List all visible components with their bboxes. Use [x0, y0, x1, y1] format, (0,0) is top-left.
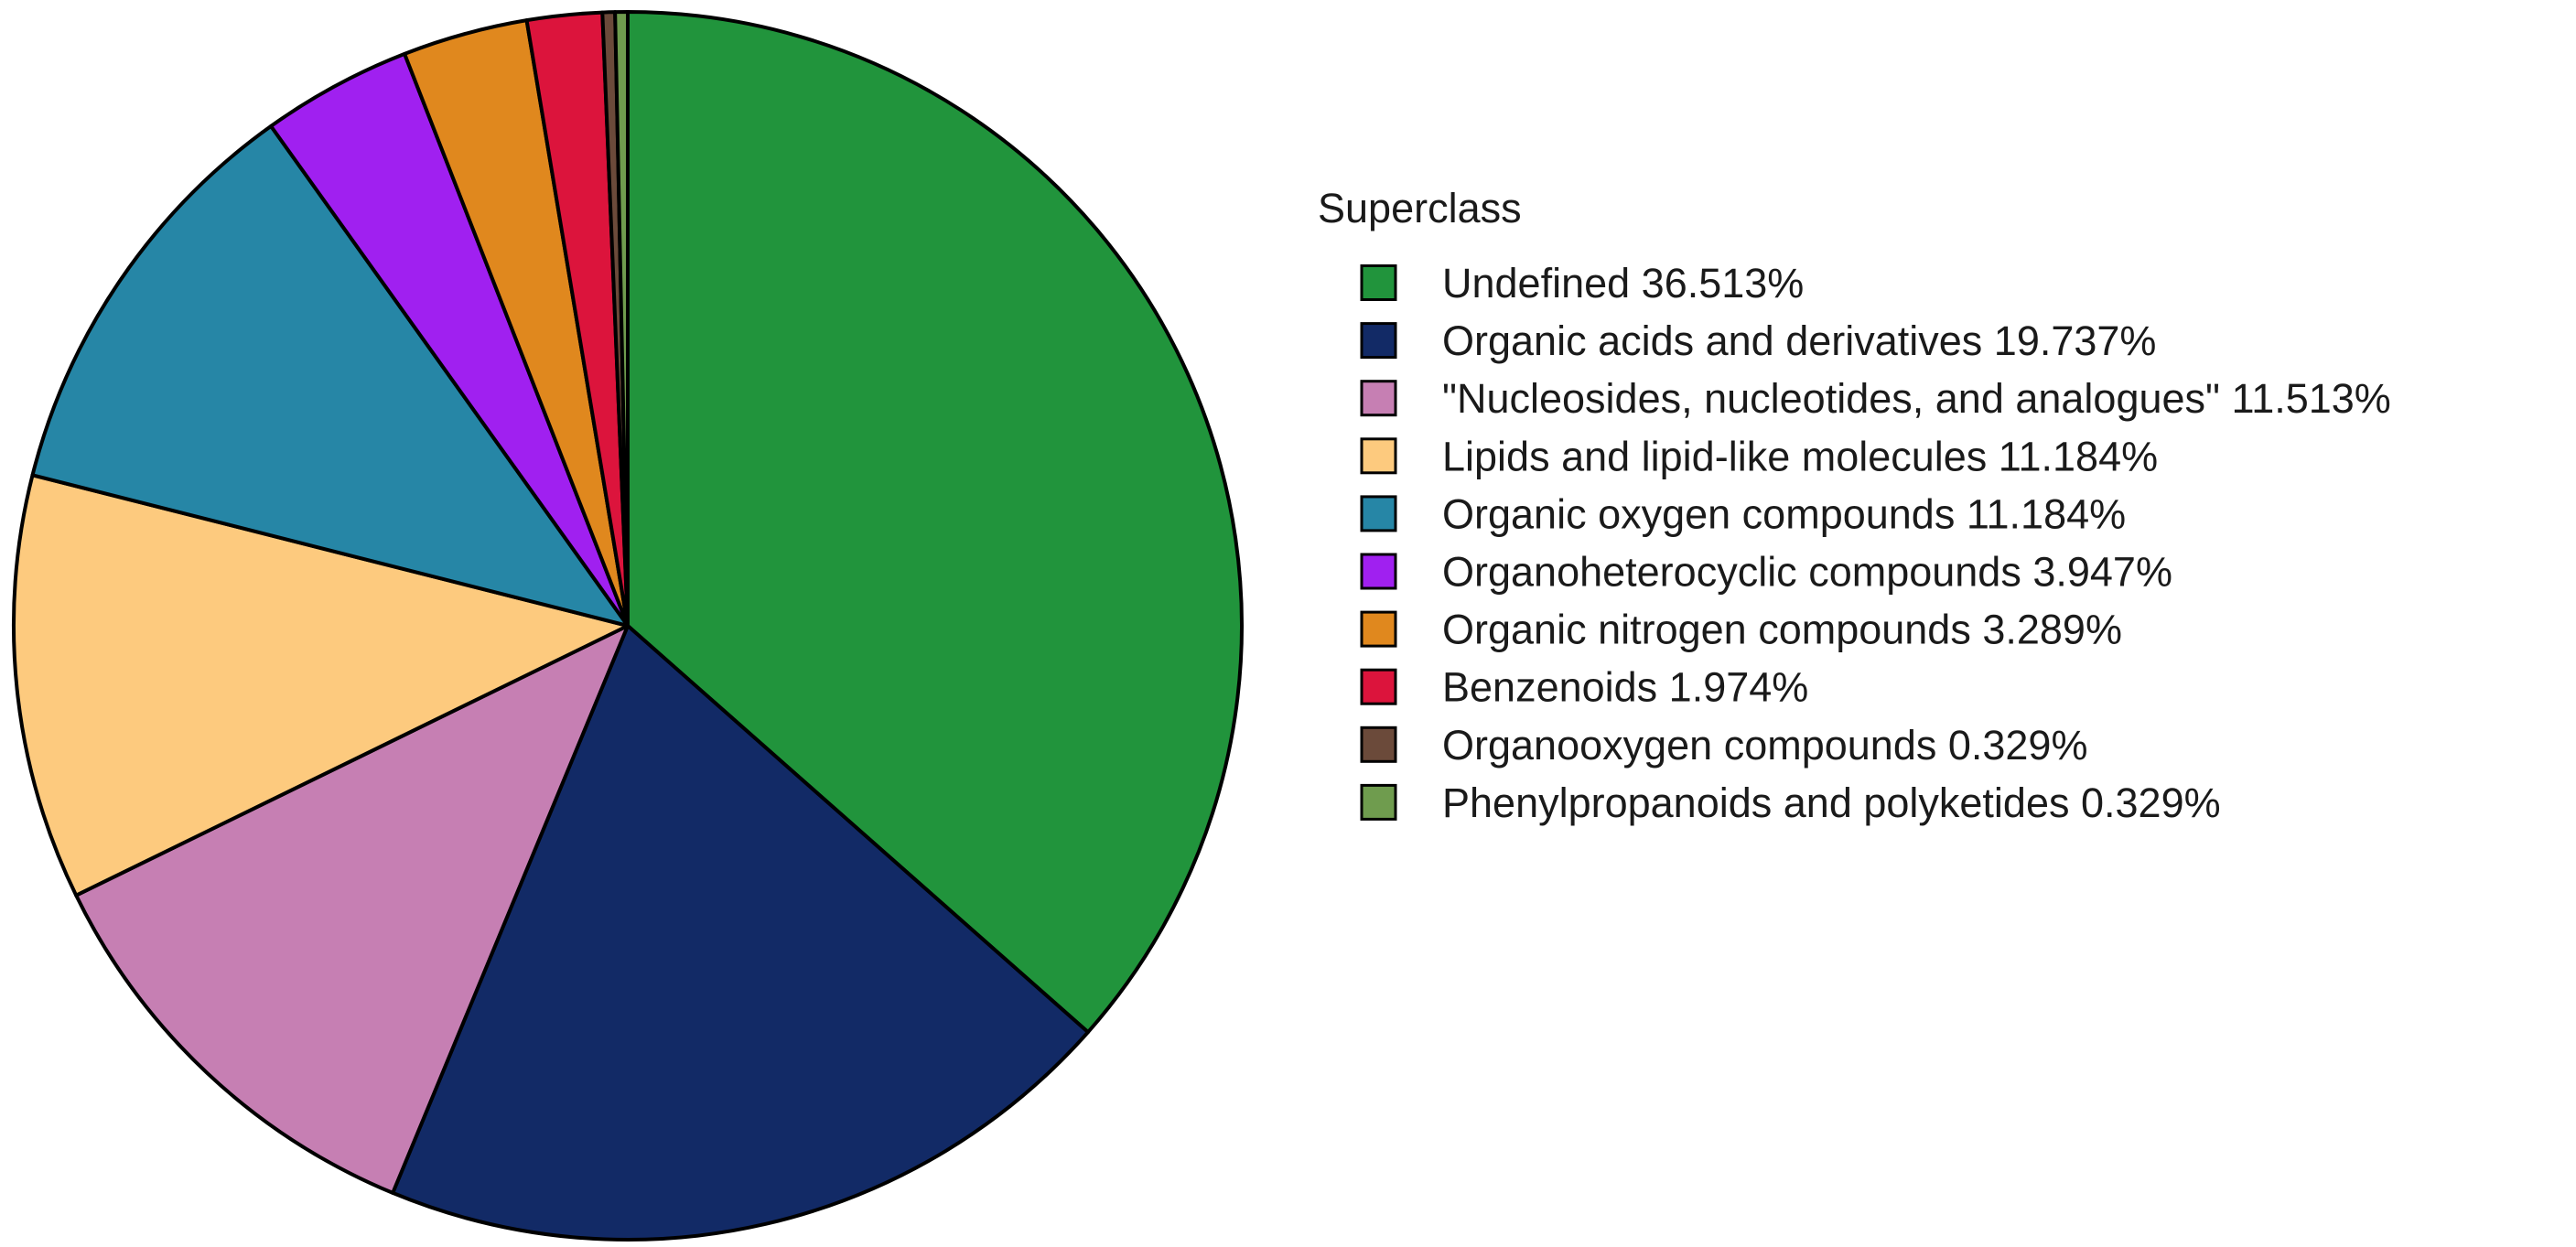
legend: Superclass Undefined 36.513% Organic acid… — [1318, 185, 2391, 826]
legend-key-4 — [1360, 437, 1397, 475]
legend-label-8: Benzenoids 1.974% — [1442, 664, 1808, 711]
pie-slice-3 — [74, 624, 630, 1195]
legend-key-9 — [1360, 726, 1397, 763]
legend-key-8 — [1360, 668, 1397, 705]
pie-slices — [12, 9, 1244, 1242]
legend-label-9: Organooxygen compounds 0.329% — [1442, 722, 2087, 769]
pie-slice-4 — [12, 473, 630, 898]
legend-key-7 — [1360, 610, 1397, 648]
legend-title: Superclass — [1318, 185, 1522, 231]
legend-label-3: "Nucleosides, nucleotides, and analogues… — [1442, 375, 2391, 422]
pie-slice-1 — [626, 10, 1244, 1035]
legend-label-2: Organic acids and derivatives 19.737% — [1442, 317, 2156, 364]
legend-key-10 — [1360, 783, 1397, 821]
legend-key-6 — [1360, 553, 1397, 590]
pie-slice-2 — [391, 624, 1090, 1242]
legend-label-6: Organoheterocyclic compounds 3.947% — [1442, 549, 2172, 596]
pie-slice-5 — [30, 124, 630, 628]
legend-label-1: Undefined 36.513% — [1442, 260, 1804, 306]
pie-slice-10 — [613, 9, 630, 628]
legend-label-4: Lipids and lipid-like molecules 11.184% — [1442, 433, 2158, 479]
legend-key-3 — [1360, 380, 1397, 417]
legend-key-5 — [1360, 495, 1397, 532]
legend-label-5: Organic oxygen compounds 11.184% — [1442, 490, 2126, 537]
legend-key-1 — [1360, 264, 1397, 301]
legend-label-10: Phenylpropanoids and polyketides 0.329% — [1442, 779, 2221, 826]
legend-label-7: Organic nitrogen compounds 3.289% — [1442, 607, 2122, 653]
legend-key-2 — [1360, 322, 1397, 360]
